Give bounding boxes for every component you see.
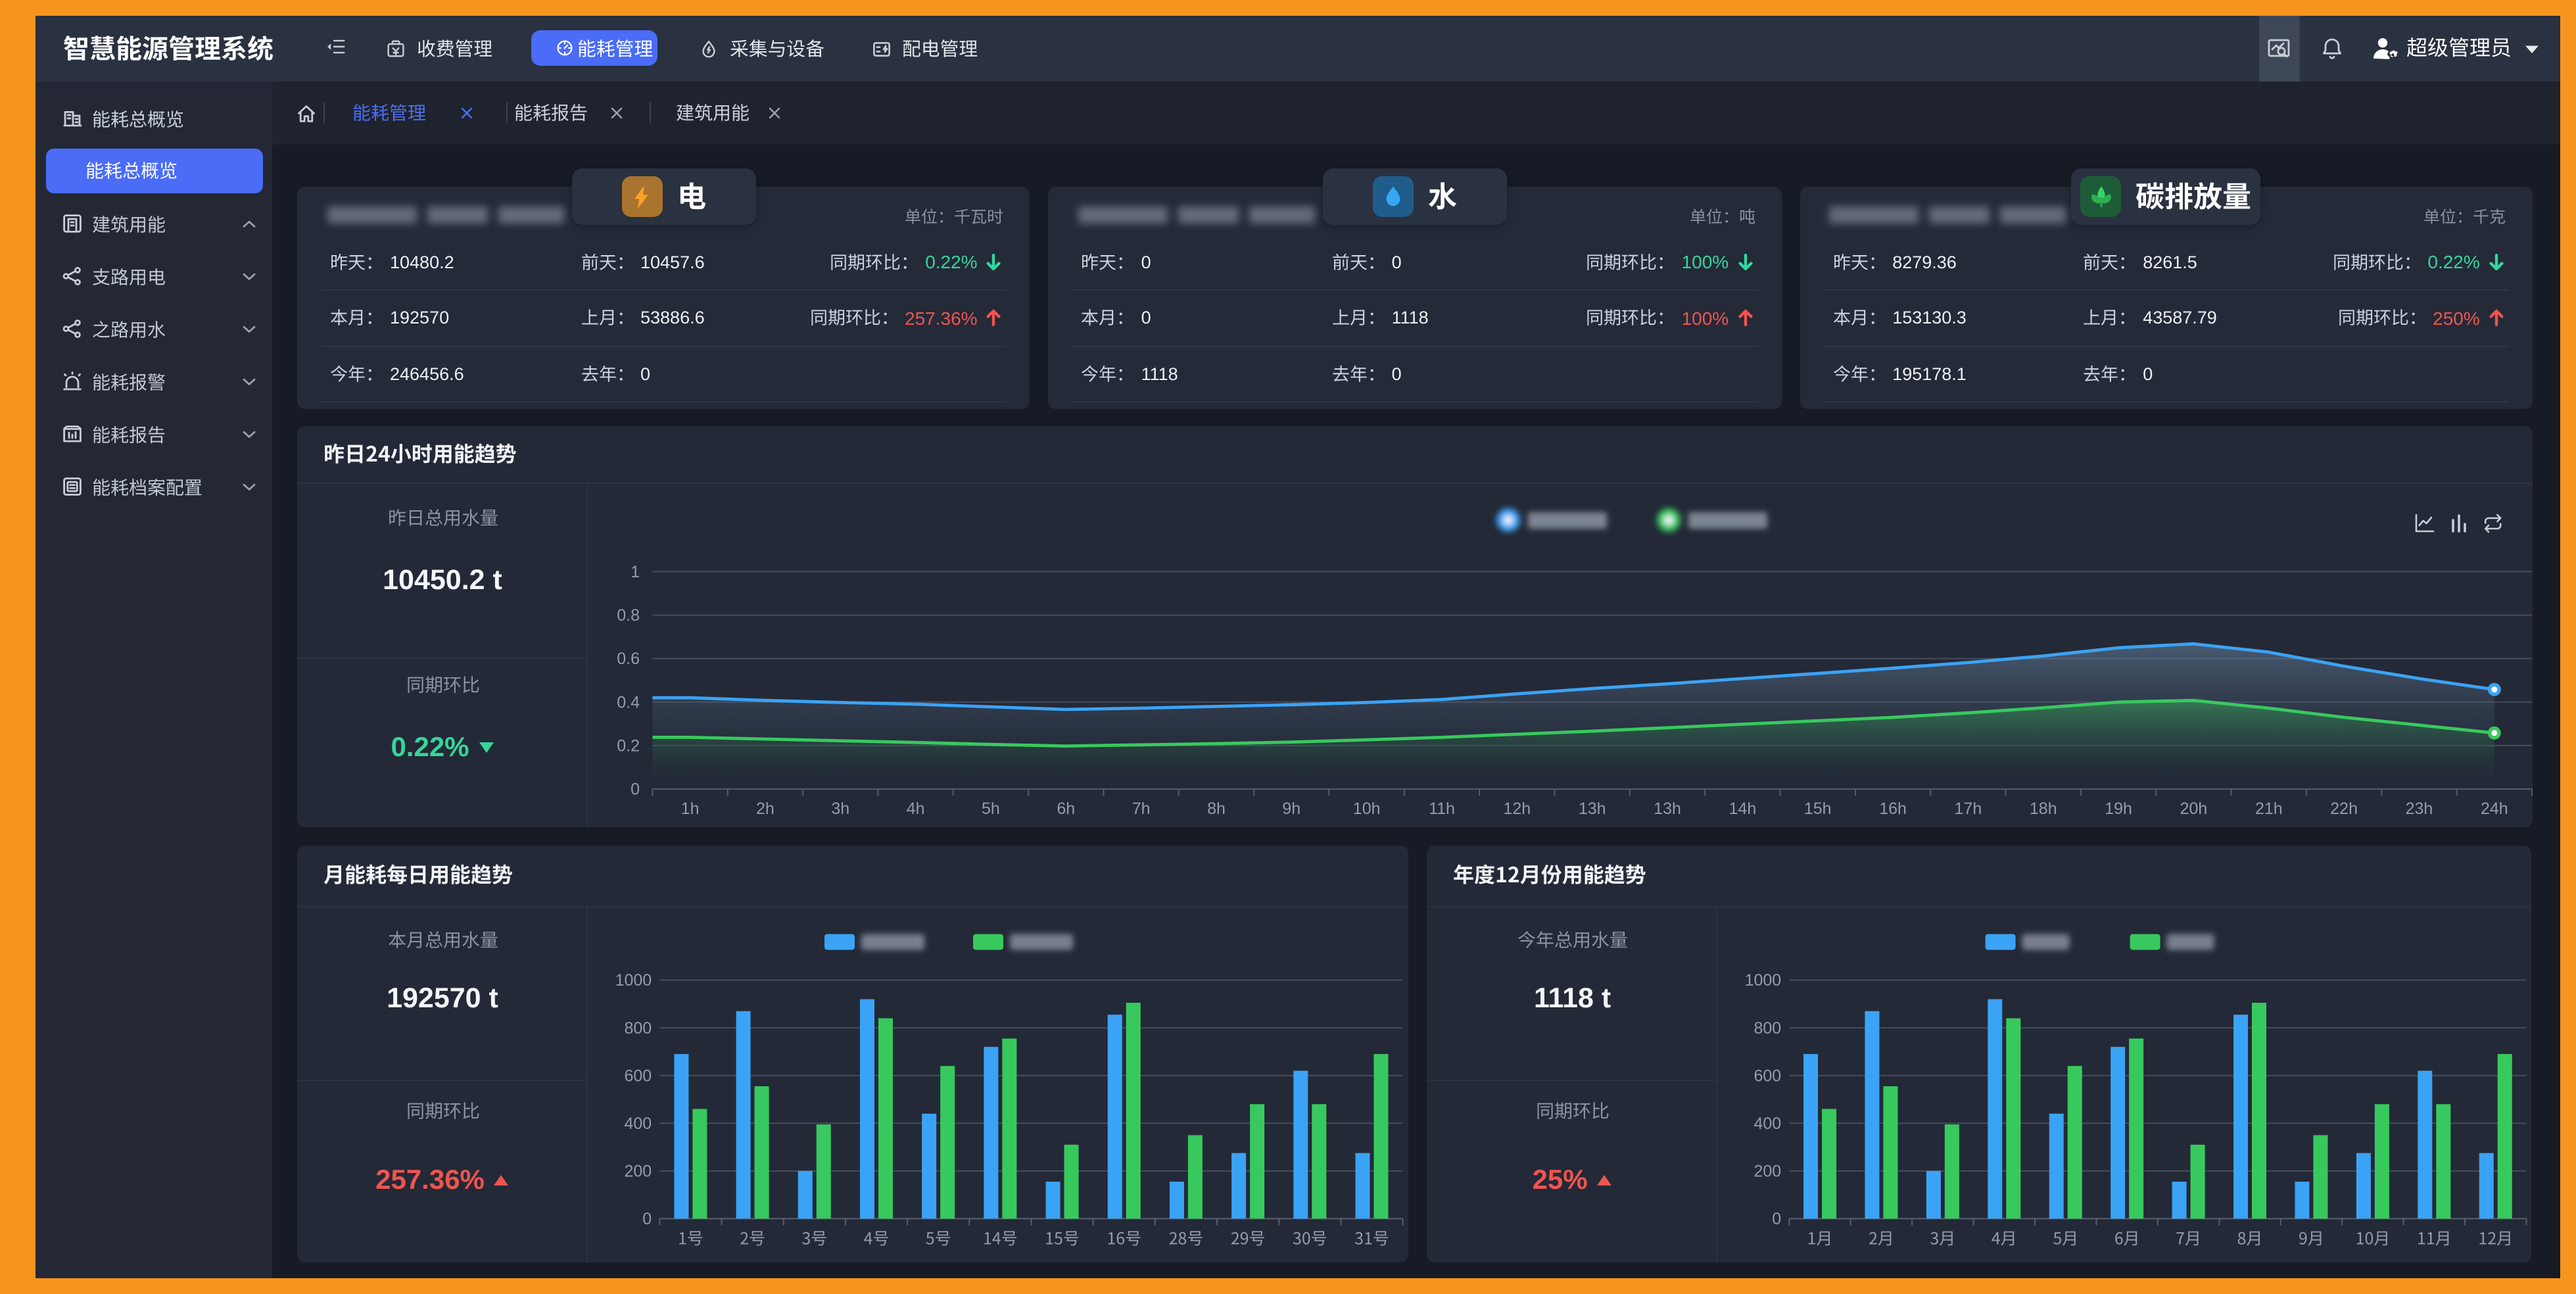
svg-text:6h: 6h [1057,800,1075,818]
svg-text:5h: 5h [982,800,1000,818]
svg-text:3h: 3h [831,800,849,818]
svg-text:800: 800 [625,1018,652,1037]
svg-text:14h: 14h [1729,800,1757,818]
svg-text:2h: 2h [756,800,775,818]
svg-text:18h: 18h [2030,800,2057,818]
svg-text:10h: 10h [1353,800,1381,818]
svg-text:7h: 7h [1132,800,1151,818]
svg-text:9h: 9h [1282,800,1300,818]
svg-text:0.6: 0.6 [617,650,640,668]
svg-text:1000: 1000 [615,971,652,990]
svg-text:12h: 12h [1504,800,1531,818]
svg-text:16h: 16h [1879,800,1907,818]
svg-text:23h: 23h [2406,800,2433,818]
svg-text:8h: 8h [1207,800,1226,818]
svg-text:13h: 13h [1579,800,1606,818]
svg-text:21h: 21h [2255,800,2283,818]
svg-text:0: 0 [1773,1209,1782,1228]
svg-text:15h: 15h [1804,800,1832,818]
svg-text:11h: 11h [1429,800,1455,818]
svg-text:0: 0 [642,1209,652,1228]
svg-text:17h: 17h [1955,800,1982,818]
svg-text:13h: 13h [1654,800,1681,818]
svg-text:1: 1 [631,563,640,581]
svg-text:24h: 24h [2481,800,2508,818]
svg-text:600: 600 [625,1066,652,1085]
svg-text:0: 0 [631,780,640,798]
svg-text:1000: 1000 [1745,971,1782,990]
svg-text:0.4: 0.4 [617,693,640,711]
svg-text:4h: 4h [907,800,925,818]
svg-text:200: 200 [625,1162,652,1180]
svg-text:19h: 19h [2105,800,2132,818]
svg-text:800: 800 [1754,1018,1782,1037]
svg-text:1h: 1h [681,800,700,818]
svg-text:600: 600 [1754,1066,1782,1085]
svg-text:0.2: 0.2 [617,736,640,755]
svg-text:0.8: 0.8 [617,606,640,625]
svg-text:400: 400 [1754,1114,1782,1132]
svg-text:22h: 22h [2330,800,2358,818]
svg-text:20h: 20h [2180,800,2208,818]
svg-text:200: 200 [1754,1162,1782,1180]
svg-text:400: 400 [625,1114,652,1132]
